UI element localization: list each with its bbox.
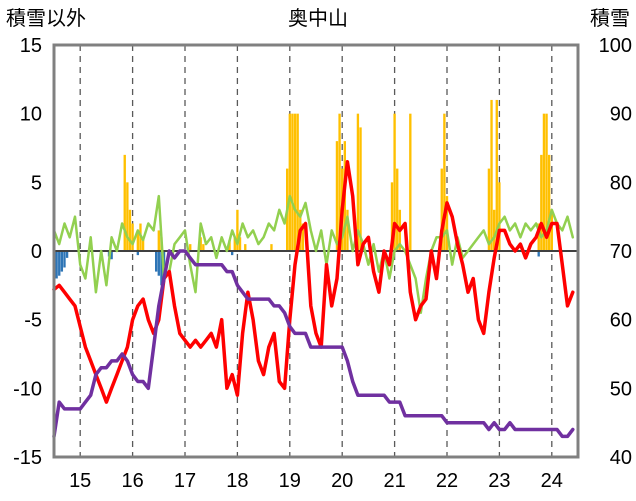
- left-tick-label: 10: [20, 104, 42, 126]
- bar: [545, 113, 548, 252]
- right-tick-label: 90: [610, 104, 632, 126]
- x-tick-label: 20: [331, 470, 353, 492]
- x-tick-label: 22: [436, 470, 458, 492]
- bar: [301, 223, 305, 251]
- bar: [141, 237, 145, 251]
- bar: [60, 251, 64, 272]
- left-tick-labels: 15 10 5 0 -5 -10 -15: [13, 35, 42, 469]
- left-tick-label: 0: [31, 241, 42, 263]
- bar: [393, 113, 396, 252]
- right-tick-label: 60: [610, 310, 632, 332]
- bar: [136, 251, 140, 256]
- x-tick-label: 21: [383, 470, 405, 492]
- bar: [490, 99, 493, 251]
- left-tick-label: 15: [20, 35, 42, 57]
- bar: [445, 196, 449, 251]
- bar: [291, 113, 294, 252]
- bar: [189, 244, 192, 251]
- bar: [537, 223, 540, 251]
- bar: [443, 113, 446, 252]
- left-tick-label: -10: [13, 378, 42, 400]
- series-line: [52, 249, 575, 439]
- bar: [155, 251, 158, 272]
- bar: [131, 223, 134, 251]
- x-tick-label: 19: [279, 470, 301, 492]
- bar: [162, 251, 166, 268]
- plot-frame: [52, 43, 580, 459]
- bar: [537, 251, 540, 257]
- bar: [338, 113, 341, 252]
- series-line: [52, 159, 575, 404]
- bar: [288, 113, 291, 252]
- bar: [498, 182, 501, 251]
- bar: [136, 230, 140, 251]
- x-tick-label: 24: [541, 470, 563, 492]
- bar: [359, 127, 362, 251]
- x-tick-label: 23: [488, 470, 510, 492]
- bar: [202, 244, 205, 251]
- bar: [390, 182, 394, 251]
- x-tick-label: 16: [121, 470, 143, 492]
- bar: [396, 168, 399, 251]
- x-tick-label: 18: [226, 470, 248, 492]
- bar: [199, 237, 202, 251]
- bar: [542, 113, 546, 252]
- left-tick-label: 5: [31, 172, 42, 194]
- right-tick-label: 100: [599, 35, 632, 57]
- bar: [65, 251, 69, 258]
- left-tick-label: -15: [13, 447, 42, 469]
- bar: [270, 244, 273, 251]
- bar: [495, 99, 498, 251]
- x-tick-labels: 15 16 17 18 19 20 21 22 23 24: [69, 470, 563, 492]
- right-tick-labels: 100 90 80 70 60 50 40: [599, 35, 632, 469]
- bar: [540, 154, 543, 251]
- chart-title: 奥中山: [288, 6, 348, 30]
- bar: [356, 113, 360, 252]
- bar: [126, 182, 129, 251]
- bar: [110, 251, 113, 260]
- bar: [58, 251, 61, 276]
- bar: [492, 209, 496, 251]
- x-tick-label: 15: [69, 470, 91, 492]
- right-tick-label: 70: [610, 241, 632, 263]
- bar: [55, 251, 58, 279]
- bar: [293, 113, 297, 252]
- right-axis-label: 積雪: [590, 6, 630, 30]
- bar: [236, 209, 239, 251]
- bar: [63, 251, 66, 268]
- bar: [157, 251, 160, 276]
- bar: [346, 209, 349, 251]
- bar: [157, 230, 160, 251]
- bar: [233, 237, 236, 251]
- bar: [238, 237, 242, 251]
- left-tick-label: -5: [24, 310, 42, 332]
- bar: [230, 251, 234, 256]
- bar: [160, 251, 163, 286]
- lines-layer: [52, 159, 575, 439]
- bar: [123, 154, 126, 251]
- x-tick-label: 17: [174, 470, 196, 492]
- bar: [128, 209, 132, 251]
- bar: [296, 113, 299, 252]
- bar: [244, 244, 247, 251]
- bar: [335, 141, 339, 251]
- right-tick-label: 40: [610, 447, 632, 469]
- series-line: [52, 194, 575, 315]
- bar: [550, 209, 553, 251]
- bar: [409, 113, 412, 252]
- right-tick-label: 50: [610, 378, 632, 400]
- right-tick-label: 80: [610, 172, 632, 194]
- bar: [440, 168, 443, 251]
- left-axis-label: 積雪以外: [6, 6, 86, 30]
- bar: [487, 168, 491, 251]
- bar: [548, 154, 551, 251]
